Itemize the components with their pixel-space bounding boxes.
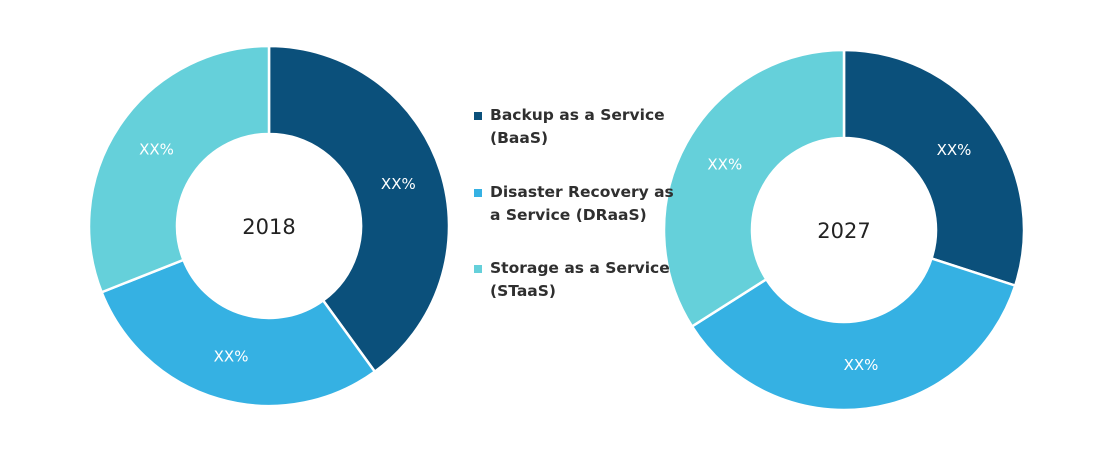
data-label-draas-2027: XX% <box>844 356 879 374</box>
legend-item-staas: Storage as a Service (STaaS) <box>474 257 674 303</box>
data-label-baas-2027: XX% <box>937 141 972 159</box>
legend-label-baas: Backup as a Service (BaaS) <box>490 106 665 147</box>
legend-label-draas: Disaster Recovery as a Service (DRaaS) <box>490 183 674 224</box>
legend-swatch-baas <box>474 112 482 120</box>
slice-staas-2027 <box>662 48 846 329</box>
donut-chart-2027: XX% XX% XX% 2027 <box>662 48 1026 412</box>
slice-baas-2018 <box>267 44 451 374</box>
data-label-staas-2027: XX% <box>707 155 742 173</box>
data-label-staas-2018: XX% <box>139 141 174 159</box>
slice-staas-2018 <box>87 44 271 294</box>
center-label-2018: 2018 <box>242 215 295 239</box>
legend-label-staas: Storage as a Service (STaaS) <box>490 259 670 300</box>
legend-item-baas: Backup as a Service (BaaS) <box>474 104 674 150</box>
legend-swatch-staas <box>474 265 482 273</box>
slice-baas-2027 <box>842 48 1026 288</box>
data-label-baas-2018: XX% <box>381 175 416 193</box>
center-label-2027: 2027 <box>817 219 870 243</box>
slice-draas-2018 <box>100 258 377 408</box>
legend-item-draas: Disaster Recovery as a Service (DRaaS) <box>474 181 674 227</box>
data-label-draas-2018: XX% <box>214 348 249 366</box>
legend-swatch-draas <box>474 189 482 197</box>
legend: Backup as a Service (BaaS) Disaster Reco… <box>474 104 674 334</box>
donut-chart-2018: XX% XX% XX% 2018 <box>87 44 451 408</box>
slice-draas-2027 <box>690 256 1017 412</box>
